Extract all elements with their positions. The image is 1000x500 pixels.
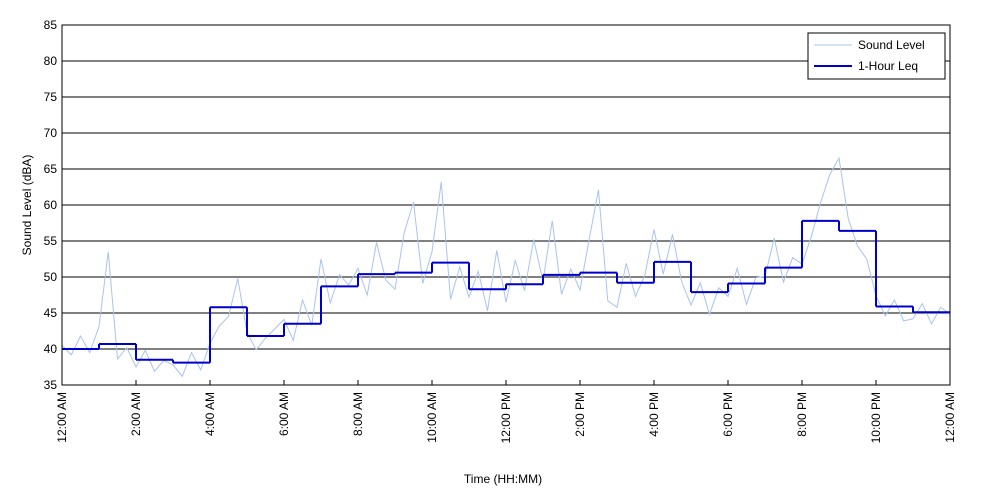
x-tick-label: 6:00 PM: [721, 392, 735, 437]
legend-label: 1-Hour Leq: [858, 59, 918, 73]
y-tick-label: 85: [44, 18, 58, 32]
y-tick-label: 40: [44, 342, 58, 356]
y-axis-label: Sound Level (dBA): [20, 155, 34, 256]
y-tick-label: 65: [44, 162, 58, 176]
x-tick-label: 4:00 PM: [647, 392, 661, 437]
y-tick-label: 50: [44, 270, 58, 284]
x-tick-label: 6:00 AM: [277, 392, 291, 436]
y-tick-label: 80: [44, 54, 58, 68]
x-tick-label: 2:00 AM: [129, 392, 143, 436]
x-tick-label: 4:00 AM: [203, 392, 217, 436]
x-tick-label: 8:00 PM: [795, 392, 809, 437]
y-tick-label: 60: [44, 198, 58, 212]
x-tick-label: 12:00 AM: [55, 392, 69, 443]
x-tick-label: 10:00 AM: [425, 392, 439, 443]
y-tick-label: 55: [44, 234, 58, 248]
x-tick-label: 10:00 PM: [869, 392, 883, 443]
legend-label: Sound Level: [858, 38, 925, 52]
x-tick-label: 12:00 AM: [943, 392, 957, 443]
x-tick-label: 8:00 AM: [351, 392, 365, 436]
y-tick-label: 35: [44, 378, 58, 392]
x-axis-label: Time (HH:MM): [464, 472, 542, 486]
y-tick-label: 45: [44, 306, 58, 320]
y-tick-label: 75: [44, 90, 58, 104]
plot-frame: [61, 24, 951, 386]
x-tick-label: 2:00 PM: [573, 392, 587, 437]
x-tick-label: 12:00 PM: [499, 392, 513, 443]
legend-box: [807, 32, 946, 80]
y-tick-label: 70: [44, 126, 58, 140]
